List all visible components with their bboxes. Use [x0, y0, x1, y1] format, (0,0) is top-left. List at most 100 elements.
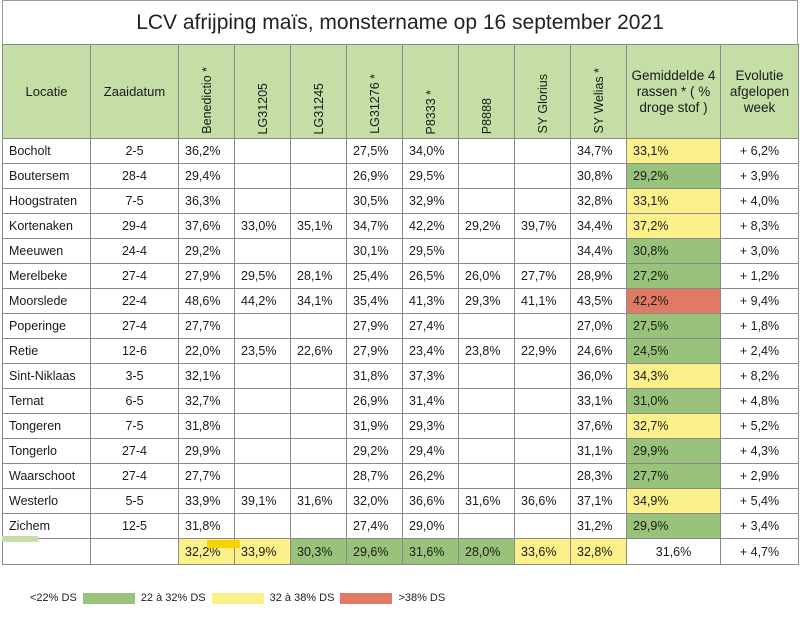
cell-evolutie: + 2,9% — [720, 463, 799, 489]
cell-value: 28,7% — [346, 463, 403, 489]
cell-value — [458, 513, 515, 539]
cell-value: 27,4% — [346, 513, 403, 539]
cell-gemiddelde: 34,3% — [626, 363, 721, 389]
cell-value — [234, 388, 291, 414]
cell-evolutie: + 3,9% — [720, 163, 799, 189]
cell-value: 32,1% — [178, 363, 235, 389]
cell-value: 34,7% — [346, 213, 403, 239]
totals-value: 33,6% — [514, 538, 571, 565]
legend-label: >38% DS — [398, 592, 446, 604]
legend-label: 32 à 38% DS — [269, 592, 335, 604]
table-row: Bocholt 2-5 36,2% 27,5% 34,0% 34,7% 33,1% + 6,2… — [2, 138, 799, 164]
cell-value: 27,7% — [178, 463, 235, 489]
cell-locatie: Waarschoot — [2, 463, 91, 489]
totals-value: 30,3% — [290, 538, 347, 565]
totals-value: 31,6% — [402, 538, 459, 565]
cell-value — [290, 138, 347, 164]
header-variety: LG31205 — [234, 44, 291, 139]
header-variety: Benedictio * — [178, 44, 235, 139]
cell-value: 26,9% — [346, 163, 403, 189]
cell-value: 33,1% — [570, 388, 627, 414]
cell-value: 37,1% — [570, 488, 627, 514]
cell-value: 26,5% — [402, 263, 459, 289]
color-legend: <22% DS 22 à 32% DS 32 à 38% DS >38% DS — [30, 592, 451, 604]
cell-value: 29,9% — [178, 438, 235, 464]
cell-value: 43,5% — [570, 288, 627, 314]
totals-value: 28,0% — [458, 538, 515, 565]
cell-value — [514, 388, 571, 414]
cell-zaaidatum: 5-5 — [90, 488, 179, 514]
cell-value — [290, 188, 347, 214]
cell-value — [458, 438, 515, 464]
cell-gemiddelde: 30,8% — [626, 238, 721, 264]
cell-value: 28,9% — [570, 263, 627, 289]
cell-value: 25,4% — [346, 263, 403, 289]
cell-evolutie: + 4,3% — [720, 438, 799, 464]
totals-gemiddelde: 31,6% — [626, 538, 721, 565]
cell-locatie: Boutersem — [2, 163, 91, 189]
cell-value: 30,1% — [346, 238, 403, 264]
cell-value: 27,9% — [178, 263, 235, 289]
cell-evolutie: + 1,2% — [720, 263, 799, 289]
table-row: Westerlo 5-5 33,9% 39,1% 31,6% 32,0% 36,6% 31,6… — [2, 488, 799, 514]
cell-zaaidatum: 12-5 — [90, 513, 179, 539]
cell-evolutie: + 5,4% — [720, 488, 799, 514]
cell-gemiddelde: 27,7% — [626, 463, 721, 489]
cell-value — [514, 513, 571, 539]
table-row: Tongerlo 27-4 29,9% 29,2% 29,4% 31,1% 29,9% + 4… — [2, 438, 799, 464]
cell-zaaidatum: 29-4 — [90, 213, 179, 239]
cell-value: 34,0% — [402, 138, 459, 164]
cell-evolutie: + 3,0% — [720, 238, 799, 264]
cell-value: 26,0% — [458, 263, 515, 289]
header-evolutie: Evolutie afgelopen week — [720, 44, 799, 139]
cell-value: 22,9% — [514, 338, 571, 364]
cell-value: 33,9% — [178, 488, 235, 514]
cell-zaaidatum: 27-4 — [90, 313, 179, 339]
cell-value — [458, 188, 515, 214]
cell-value: 37,6% — [178, 213, 235, 239]
cell-gemiddelde: 34,9% — [626, 488, 721, 514]
cell-value: 37,6% — [570, 413, 627, 439]
table-row: Waarschoot 27-4 27,7% 28,7% 26,2% 28,3% 27,7% +… — [2, 463, 799, 489]
cell-value — [234, 363, 291, 389]
cell-zaaidatum: 27-4 — [90, 463, 179, 489]
cell-zaaidatum: 27-4 — [90, 438, 179, 464]
cell-locatie: Zichem — [2, 513, 91, 539]
cell-value: 39,1% — [234, 488, 291, 514]
cell-value — [514, 438, 571, 464]
cell-value — [514, 188, 571, 214]
cell-locatie: Merelbeke — [2, 263, 91, 289]
table-row: Hoogstraten 7-5 36,3% 30,5% 32,9% 32,8% 33,1% +… — [2, 188, 799, 214]
cell-value — [458, 363, 515, 389]
cell-evolutie: + 2,4% — [720, 338, 799, 364]
cell-gemiddelde: 33,1% — [626, 188, 721, 214]
cell-value: 36,6% — [402, 488, 459, 514]
cell-locatie: Hoogstraten — [2, 188, 91, 214]
cell-value — [514, 138, 571, 164]
cell-value — [290, 463, 347, 489]
cell-zaaidatum: 7-5 — [90, 188, 179, 214]
legend-swatch — [211, 592, 264, 604]
cell-value: 34,7% — [570, 138, 627, 164]
cell-zaaidatum: 12-6 — [90, 338, 179, 364]
cell-gemiddelde: 29,9% — [626, 513, 721, 539]
cell-zaaidatum: 24-4 — [90, 238, 179, 264]
cell-value: 39,7% — [514, 213, 571, 239]
cell-value: 29,0% — [402, 513, 459, 539]
cell-value: 27,0% — [570, 313, 627, 339]
cell-value: 26,9% — [346, 388, 403, 414]
cell-evolutie: + 8,3% — [720, 213, 799, 239]
cell-value: 42,2% — [402, 213, 459, 239]
header-variety: P8888 — [458, 44, 515, 139]
header-zaaidatum: Zaaidatum — [90, 44, 179, 139]
cell-locatie: Moorslede — [2, 288, 91, 314]
cell-value — [514, 238, 571, 264]
cell-value: 31,8% — [178, 513, 235, 539]
cell-value: 36,0% — [570, 363, 627, 389]
cell-value — [234, 438, 291, 464]
cell-gemiddelde: 29,9% — [626, 438, 721, 464]
cell-value: 31,9% — [346, 413, 403, 439]
cell-value — [458, 138, 515, 164]
cell-gemiddelde: 31,0% — [626, 388, 721, 414]
cell-value — [290, 388, 347, 414]
